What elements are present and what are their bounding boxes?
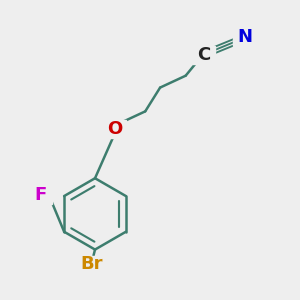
- Bar: [233, 28, 257, 46]
- Text: N: N: [238, 28, 253, 46]
- Text: O: O: [107, 120, 122, 138]
- Bar: [102, 120, 126, 138]
- Text: C: C: [197, 46, 210, 64]
- Text: Br: Br: [81, 255, 103, 273]
- Bar: [76, 256, 108, 273]
- Bar: [28, 186, 52, 203]
- Text: F: F: [34, 186, 46, 204]
- Bar: [192, 46, 215, 64]
